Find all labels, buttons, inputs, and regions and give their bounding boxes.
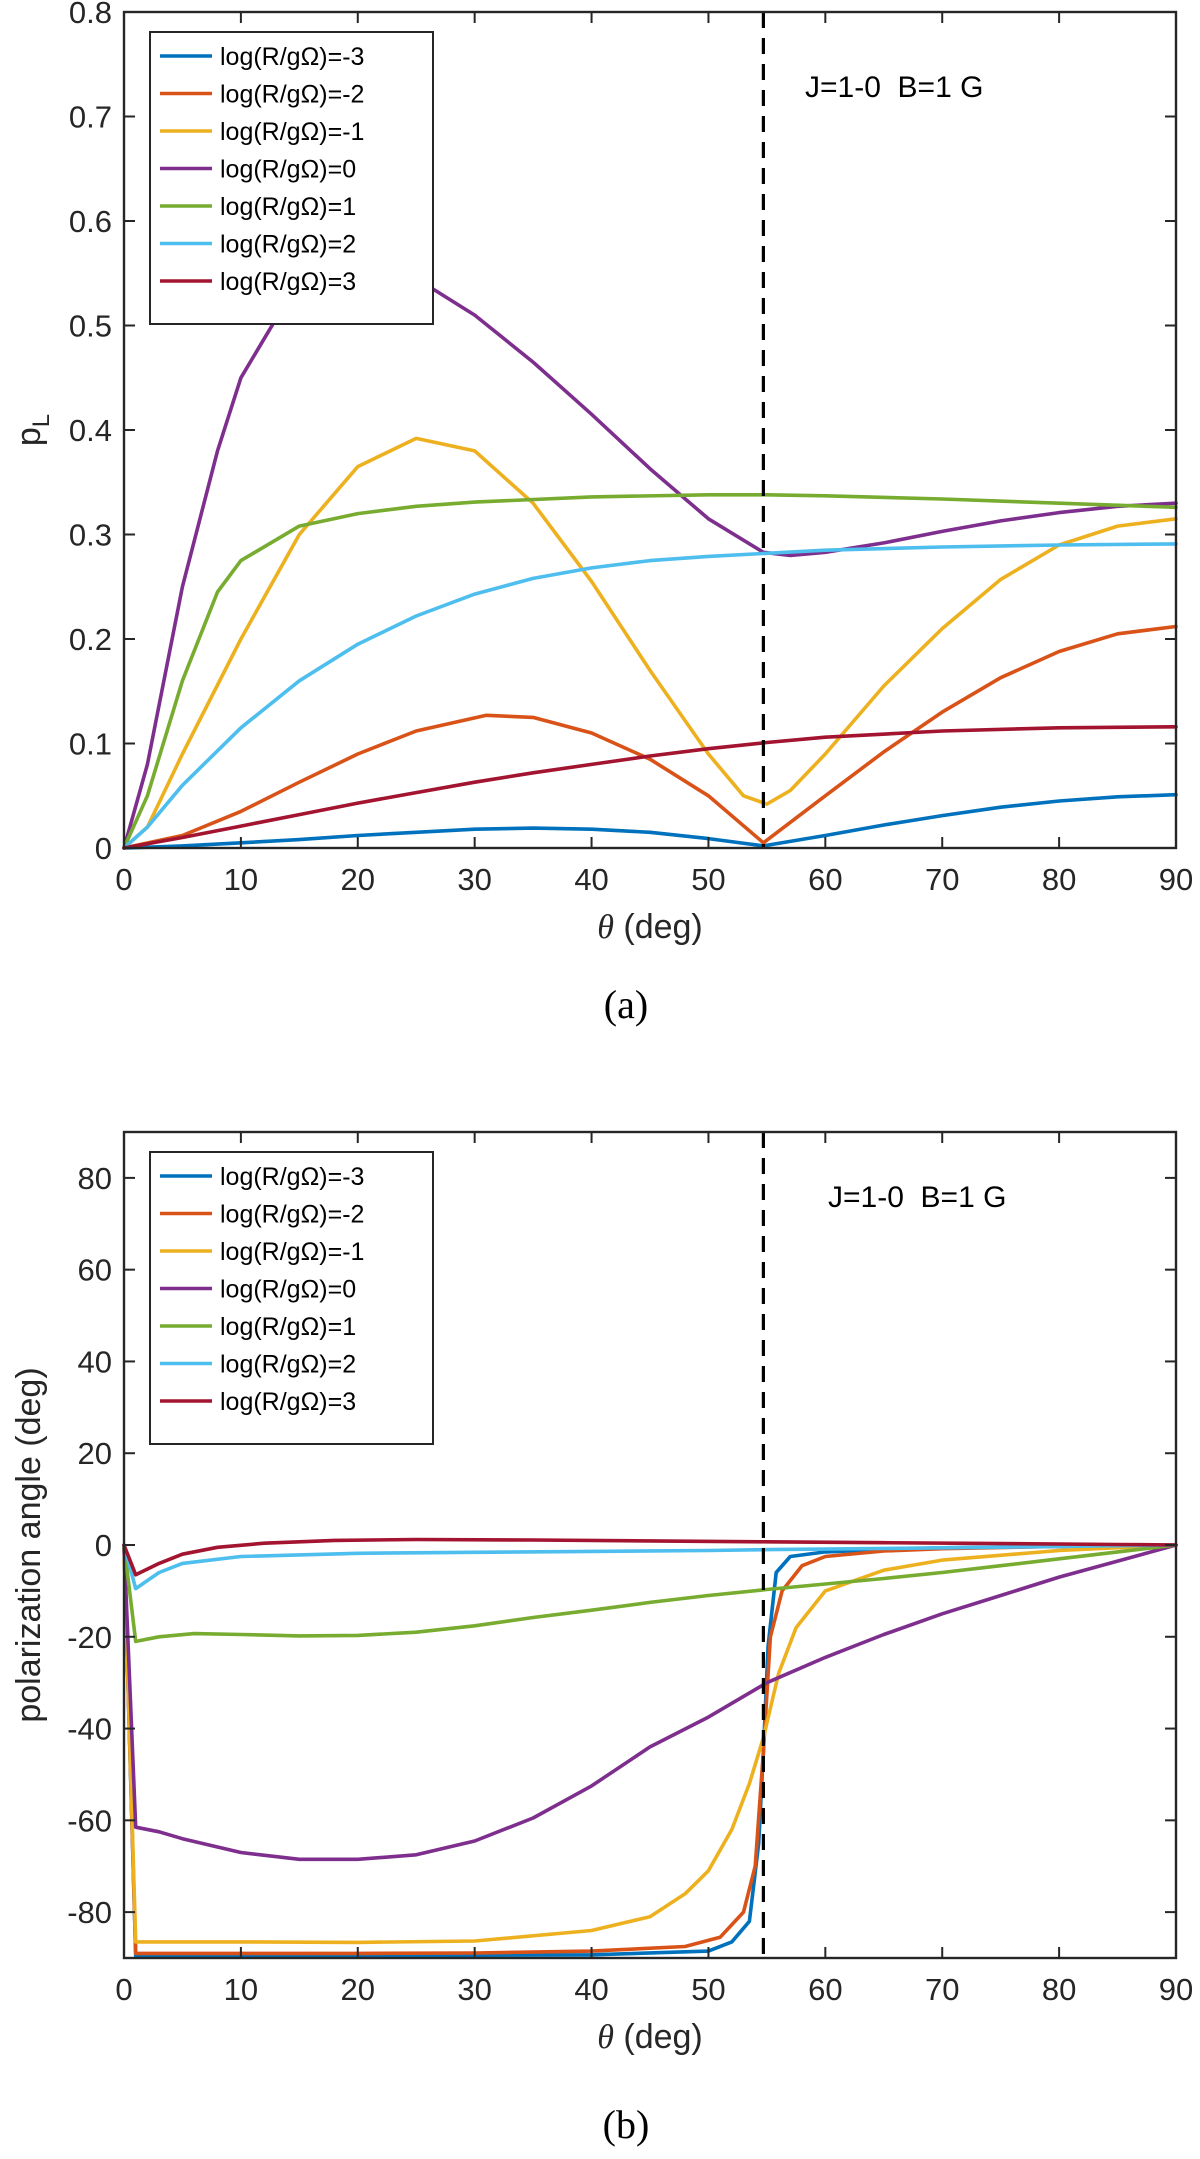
- series-line-5: [122, 542, 1178, 850]
- legend: log(R/gΩ)=-3 log(R/gΩ)=-2 log(R/gΩ)=-1 log(…: [149, 1151, 434, 1445]
- legend-entry-1: log(R/gΩ)=-2: [220, 81, 364, 109]
- x-axis-unit: (deg): [614, 2018, 703, 2056]
- legend-entry-0: log(R/gΩ)=-3: [220, 1163, 364, 1191]
- x-tick-label: 90: [1159, 1972, 1193, 2007]
- y-tick-label: 0.7: [69, 100, 112, 135]
- y-axis-label: pL: [10, 414, 55, 446]
- x-tick-label: 20: [341, 862, 375, 897]
- y-tick-label: -60: [67, 1803, 112, 1838]
- x-tick-label: 40: [574, 1972, 608, 2007]
- panel-caption: (b): [603, 2102, 650, 2147]
- legend-entry-3: log(R/gΩ)=0: [220, 1276, 356, 1304]
- y-tick-label: -40: [67, 1712, 112, 1747]
- x-tick-label: 50: [691, 862, 725, 897]
- y-tick-label: 0.3: [69, 518, 112, 553]
- series-line-6: [122, 1537, 1178, 1577]
- x-tick-label: 30: [457, 862, 491, 897]
- y-tick-label: 0.2: [69, 622, 112, 657]
- legend-entry-3: log(R/gΩ)=0: [220, 156, 356, 184]
- series-line-4: [122, 493, 1178, 850]
- legend-entry-5: log(R/gΩ)=2: [220, 1351, 356, 1379]
- legend-entry-4: log(R/gΩ)=1: [220, 1313, 356, 1341]
- series-line-6: [122, 725, 1178, 850]
- x-axis-symbol: θ: [597, 2019, 614, 2056]
- x-tick-label: 80: [1042, 1972, 1076, 2007]
- legend: log(R/gΩ)=-3 log(R/gΩ)=-2 log(R/gΩ)=-1 log(…: [149, 31, 434, 325]
- x-tick-label: 80: [1042, 862, 1076, 897]
- x-tick-label: 70: [925, 862, 959, 897]
- legend-entry-2: log(R/gΩ)=-1: [220, 118, 364, 146]
- chart-panel-b: 0 10 20 30 40 50 60 70 80 90 -80 -60 -40 -20 0 20 40 60 80…: [10, 1130, 1193, 2147]
- chart-annotation: J=1-0 B=1 G: [828, 1181, 1006, 1214]
- series-line-2: [122, 1543, 1178, 1945]
- y-tick-label: -20: [67, 1620, 112, 1655]
- y-tick-label: 0.5: [69, 309, 112, 344]
- y-tick-label: 0: [95, 831, 112, 866]
- x-tick-label: 30: [457, 1972, 491, 2007]
- x-tick-label: 10: [224, 862, 258, 897]
- x-tick-label: 60: [808, 862, 842, 897]
- series-line-3: [122, 1543, 1178, 1862]
- x-tick-label: 70: [925, 1972, 959, 2007]
- x-tick-label: 10: [224, 1972, 258, 2007]
- y-tick-label: 0: [95, 1528, 112, 1563]
- legend-entry-2: log(R/gΩ)=-1: [220, 1238, 364, 1266]
- legend-entry-1: log(R/gΩ)=-2: [220, 1201, 364, 1229]
- panel-caption: (a): [604, 982, 648, 1027]
- y-tick-label: 40: [78, 1344, 112, 1379]
- series-line-0: [122, 792, 1178, 850]
- chart-annotation: J=1-0 B=1 G: [805, 71, 983, 104]
- series-line-4: [122, 1543, 1178, 1644]
- y-tick-label: 0.8: [69, 0, 112, 30]
- x-tick-label: 50: [691, 1972, 725, 2007]
- series-line-1: [122, 624, 1178, 850]
- legend-entry-6: log(R/gΩ)=3: [220, 268, 356, 296]
- x-tick-label: 20: [341, 1972, 375, 2007]
- y-axis-label-sub: L: [28, 414, 55, 427]
- x-tick-label: 90: [1159, 862, 1193, 897]
- series-line-3: [122, 263, 1178, 850]
- x-axis-symbol: θ: [597, 909, 614, 946]
- series-line-5: [122, 1543, 1178, 1591]
- series-line-2: [122, 436, 1178, 850]
- x-tick-label: 40: [574, 862, 608, 897]
- legend-entry-6: log(R/gΩ)=3: [220, 1388, 356, 1416]
- x-axis-label: θ (deg): [597, 908, 703, 946]
- y-tick-label: 0.1: [69, 727, 112, 762]
- x-tick-label: 0: [115, 862, 132, 897]
- legend-entry-5: log(R/gΩ)=2: [220, 231, 356, 259]
- x-tick-label: 0: [115, 1972, 132, 2007]
- y-tick-label: 0.4: [69, 413, 112, 448]
- y-tick-label: -80: [67, 1895, 112, 1930]
- y-axis-label: polarization angle (deg): [10, 1367, 48, 1722]
- series-line-1: [122, 1543, 1178, 1956]
- chart-panel-a: 0 10 20 30 40 50 60 70 80 90 0 0.1 0.2 0.3 0.4 0.5 0.6 0.…: [10, 0, 1193, 1027]
- x-axis-unit: (deg): [614, 908, 703, 946]
- y-tick-label: 80: [78, 1161, 112, 1196]
- legend-box: [149, 1151, 434, 1445]
- y-tick-label: 0.6: [69, 204, 112, 239]
- y-tick-label: 20: [78, 1436, 112, 1471]
- x-tick-label: 60: [808, 1972, 842, 2007]
- legend-box: [149, 31, 434, 325]
- legend-entry-0: log(R/gΩ)=-3: [220, 43, 364, 71]
- y-axis-label-main: p: [10, 427, 48, 446]
- y-tick-label: 60: [78, 1253, 112, 1288]
- x-axis-label: θ (deg): [597, 2018, 703, 2056]
- legend-entry-4: log(R/gΩ)=1: [220, 193, 356, 221]
